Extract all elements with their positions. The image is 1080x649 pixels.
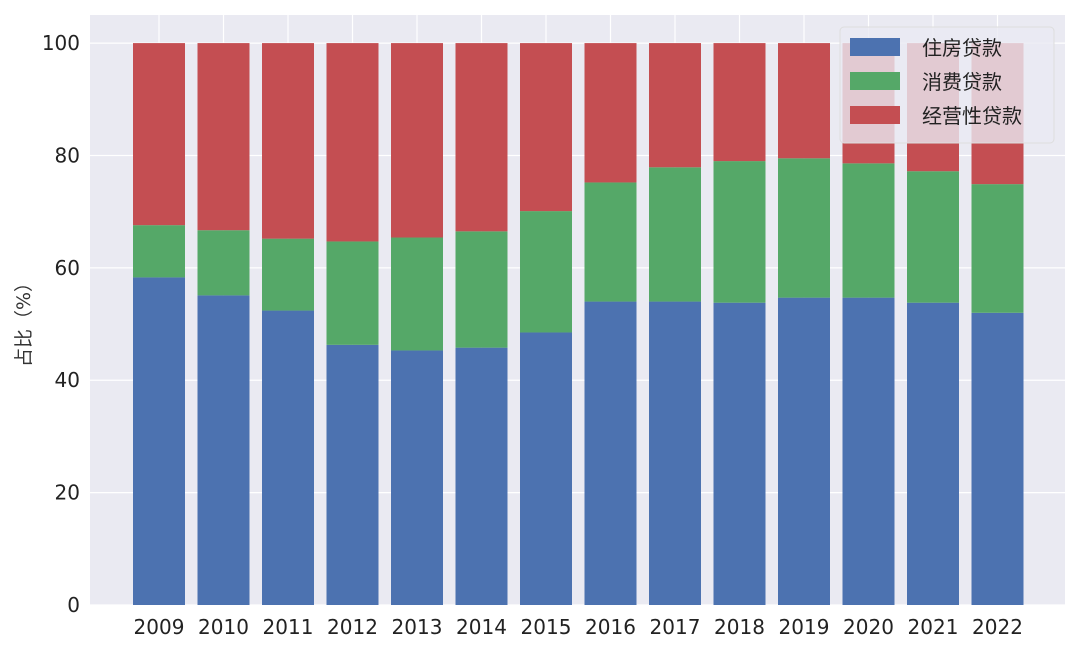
legend-label: 经营性贷款 xyxy=(922,104,1022,128)
bar-2017-series-0 xyxy=(649,301,701,605)
bar-2018-series-1 xyxy=(713,161,766,303)
bar-2011-series-0 xyxy=(262,310,314,605)
bar-2012-series-2 xyxy=(326,43,379,242)
x-tick-label: 2019 xyxy=(779,615,830,639)
x-tick-label: 2011 xyxy=(263,615,314,639)
x-tick-label: 2014 xyxy=(456,615,507,639)
bar-2014-series-1 xyxy=(455,231,508,348)
bar-2014-series-0 xyxy=(455,347,508,605)
bar-2013-series-2 xyxy=(391,43,443,238)
legend-swatch xyxy=(850,72,900,90)
legend-label: 住房贷款 xyxy=(922,36,1002,60)
bar-2009-series-1 xyxy=(133,225,185,278)
bar-2010-series-0 xyxy=(197,295,250,605)
bar-2015-series-1 xyxy=(520,211,572,333)
x-tick-label: 2022 xyxy=(972,615,1023,639)
bar-2012-series-0 xyxy=(326,344,379,605)
bar-2015-series-2 xyxy=(520,43,572,212)
bar-2017-series-1 xyxy=(649,167,701,302)
bar-2016-series-2 xyxy=(584,43,637,183)
bar-2022-series-1 xyxy=(971,184,1024,313)
y-tick-label: 100 xyxy=(42,31,80,55)
bar-2021-series-0 xyxy=(907,302,959,605)
bar-2018-series-0 xyxy=(713,302,766,605)
bar-2017-series-2 xyxy=(649,43,701,168)
bar-2013-series-1 xyxy=(391,237,443,351)
bar-2010-series-2 xyxy=(197,43,250,231)
bar-2012-series-1 xyxy=(326,241,379,345)
bar-2019-series-0 xyxy=(778,297,830,605)
x-tick-label: 2020 xyxy=(843,615,894,639)
x-tick-label: 2015 xyxy=(521,615,572,639)
y-axis-label: 占比（%） xyxy=(13,273,35,367)
x-tick-label: 2013 xyxy=(392,615,443,639)
x-tick-label: 2010 xyxy=(198,615,249,639)
bar-2019-series-2 xyxy=(778,43,830,159)
bar-2015-series-0 xyxy=(520,332,572,605)
bar-2020-series-1 xyxy=(842,163,895,298)
bar-2011-series-1 xyxy=(262,238,314,311)
x-tick-label: 2018 xyxy=(714,615,765,639)
y-tick-label: 80 xyxy=(55,143,80,167)
bar-2013-series-0 xyxy=(391,350,443,605)
bar-2016-series-0 xyxy=(584,301,637,605)
y-tick-label: 40 xyxy=(55,368,80,392)
x-tick-label: 2021 xyxy=(908,615,959,639)
bar-2021-series-1 xyxy=(907,171,959,303)
y-tick-label: 0 xyxy=(67,593,80,617)
x-tick-label: 2012 xyxy=(327,615,378,639)
legend-swatch xyxy=(850,106,900,124)
bar-2016-series-1 xyxy=(584,182,637,302)
bar-2014-series-2 xyxy=(455,43,508,232)
x-tick-label: 2009 xyxy=(134,615,185,639)
bar-2009-series-0 xyxy=(133,277,185,605)
bar-2020-series-0 xyxy=(842,297,895,605)
bar-2022-series-0 xyxy=(971,312,1024,605)
x-tick-label: 2016 xyxy=(585,615,636,639)
legend-swatch xyxy=(850,38,900,56)
bar-2011-series-2 xyxy=(262,43,314,239)
bar-2010-series-1 xyxy=(197,230,250,296)
bar-2019-series-1 xyxy=(778,158,830,298)
y-tick-label: 60 xyxy=(55,256,80,280)
bar-2009-series-2 xyxy=(133,43,185,226)
legend-label: 消费贷款 xyxy=(922,70,1002,94)
bar-2018-series-2 xyxy=(713,43,766,162)
x-tick-label: 2017 xyxy=(650,615,701,639)
y-tick-label: 20 xyxy=(55,481,80,505)
